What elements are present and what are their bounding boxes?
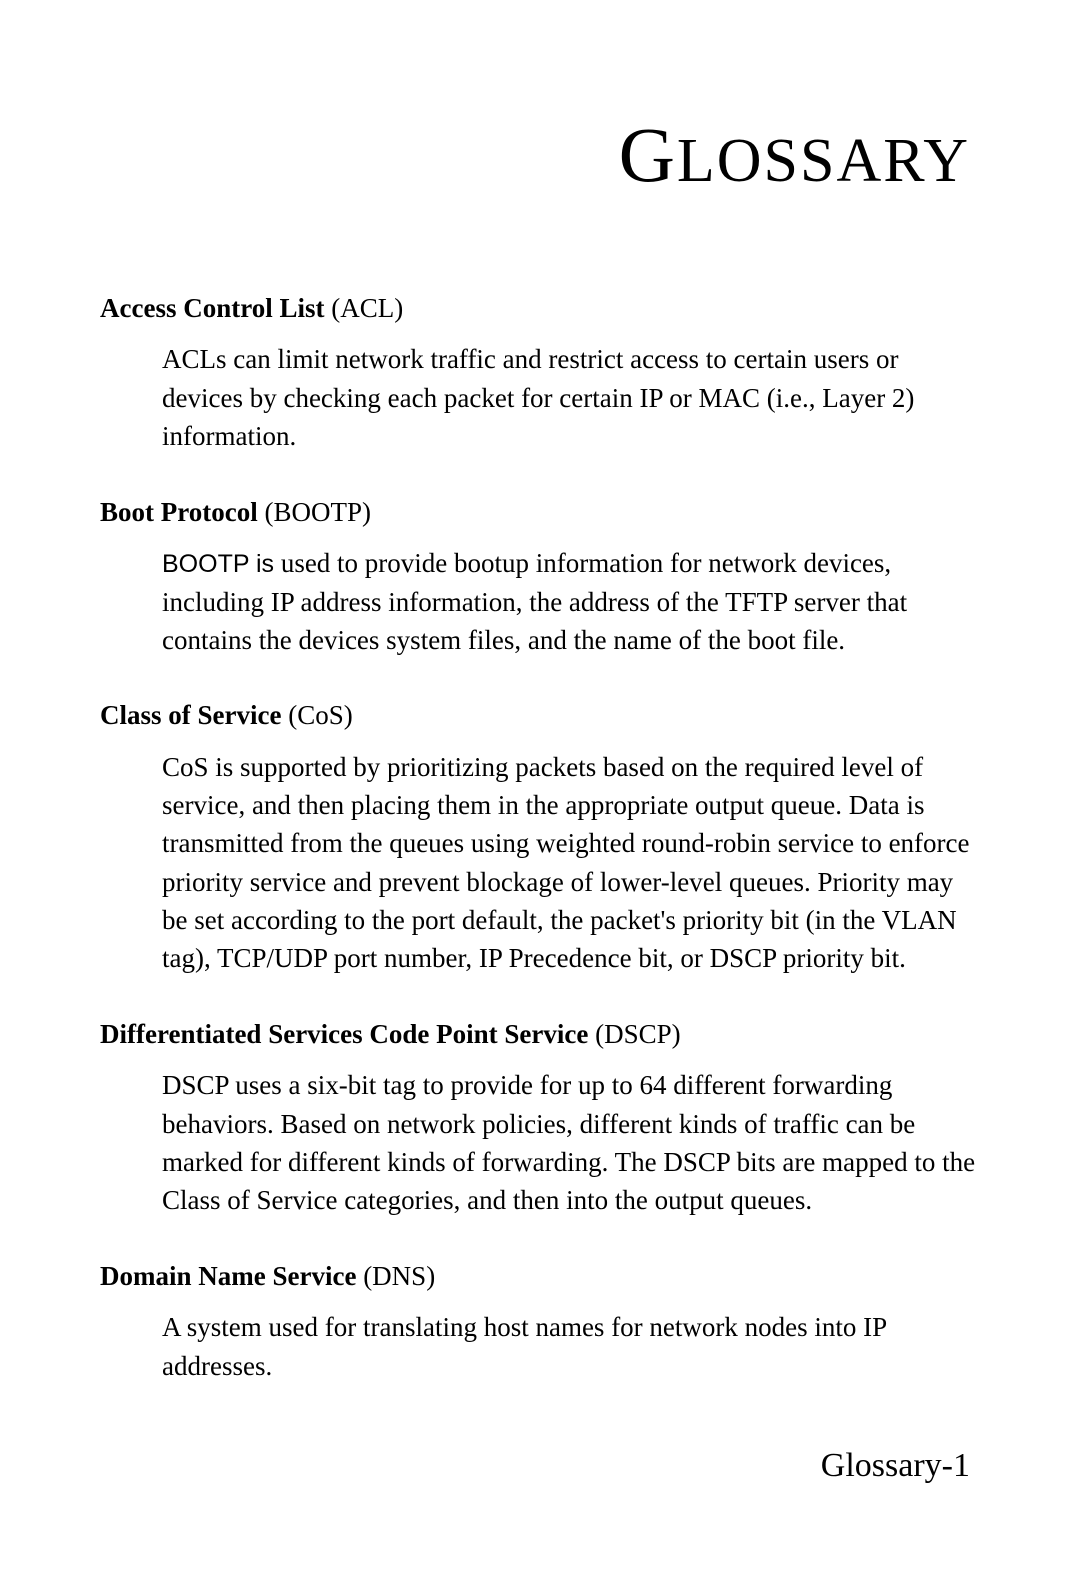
glossary-entry: Class of Service (CoS) CoS is supported … xyxy=(100,697,990,978)
term-paren: (ACL) xyxy=(324,293,403,323)
term-paren: (DSCP) xyxy=(588,1019,680,1049)
def-body: used to provide bootup information for n… xyxy=(162,548,907,655)
term-bold: Boot Protocol xyxy=(100,497,258,527)
def-body: ACLs can limit network traffic and restr… xyxy=(162,344,914,451)
def-body: DSCP uses a six-bit tag to provide for u… xyxy=(162,1070,975,1215)
definition-text: DSCP uses a six-bit tag to provide for u… xyxy=(162,1066,980,1219)
def-body: CoS is supported by prioritizing packets… xyxy=(162,752,970,974)
definition-text: ACLs can limit network traffic and restr… xyxy=(162,340,980,455)
page-footer: Glossary-1 xyxy=(821,1447,970,1485)
term-bold: Domain Name Service xyxy=(100,1261,356,1291)
glossary-entry: Domain Name Service (DNS) A system used … xyxy=(100,1258,990,1385)
term-paren: (DNS) xyxy=(356,1261,435,1291)
page-container: GLOSSARY Access Control List (ACL) ACLs … xyxy=(0,0,1080,1570)
definition-text: BOOTP is used to provide bootup informat… xyxy=(162,544,980,659)
term-line: Differentiated Services Code Point Servi… xyxy=(100,1016,990,1052)
glossary-entry: Boot Protocol (BOOTP) BOOTP is used to p… xyxy=(100,494,990,660)
definition-text: CoS is supported by prioritizing packets… xyxy=(162,748,980,978)
page-title: GLOSSARY xyxy=(100,110,970,200)
title-rest: LOSSARY xyxy=(677,127,970,195)
glossary-entry: Differentiated Services Code Point Servi… xyxy=(100,1016,990,1220)
title-capital: G xyxy=(619,111,677,198)
term-line: Access Control List (ACL) xyxy=(100,290,990,326)
term-line: Domain Name Service (DNS) xyxy=(100,1258,990,1294)
term-paren: (BOOTP) xyxy=(258,497,371,527)
def-body: A system used for translating host names… xyxy=(162,1312,886,1381)
term-line: Boot Protocol (BOOTP) xyxy=(100,494,990,530)
term-bold: Class of Service xyxy=(100,700,281,730)
definition-text: A system used for translating host names… xyxy=(162,1308,980,1385)
term-line: Class of Service (CoS) xyxy=(100,697,990,733)
term-bold: Access Control List xyxy=(100,293,324,323)
def-prefix: BOOTP is xyxy=(162,550,274,578)
glossary-entry: Access Control List (ACL) ACLs can limit… xyxy=(100,290,990,456)
term-bold: Differentiated Services Code Point Servi… xyxy=(100,1019,588,1049)
term-paren: (CoS) xyxy=(281,700,352,730)
